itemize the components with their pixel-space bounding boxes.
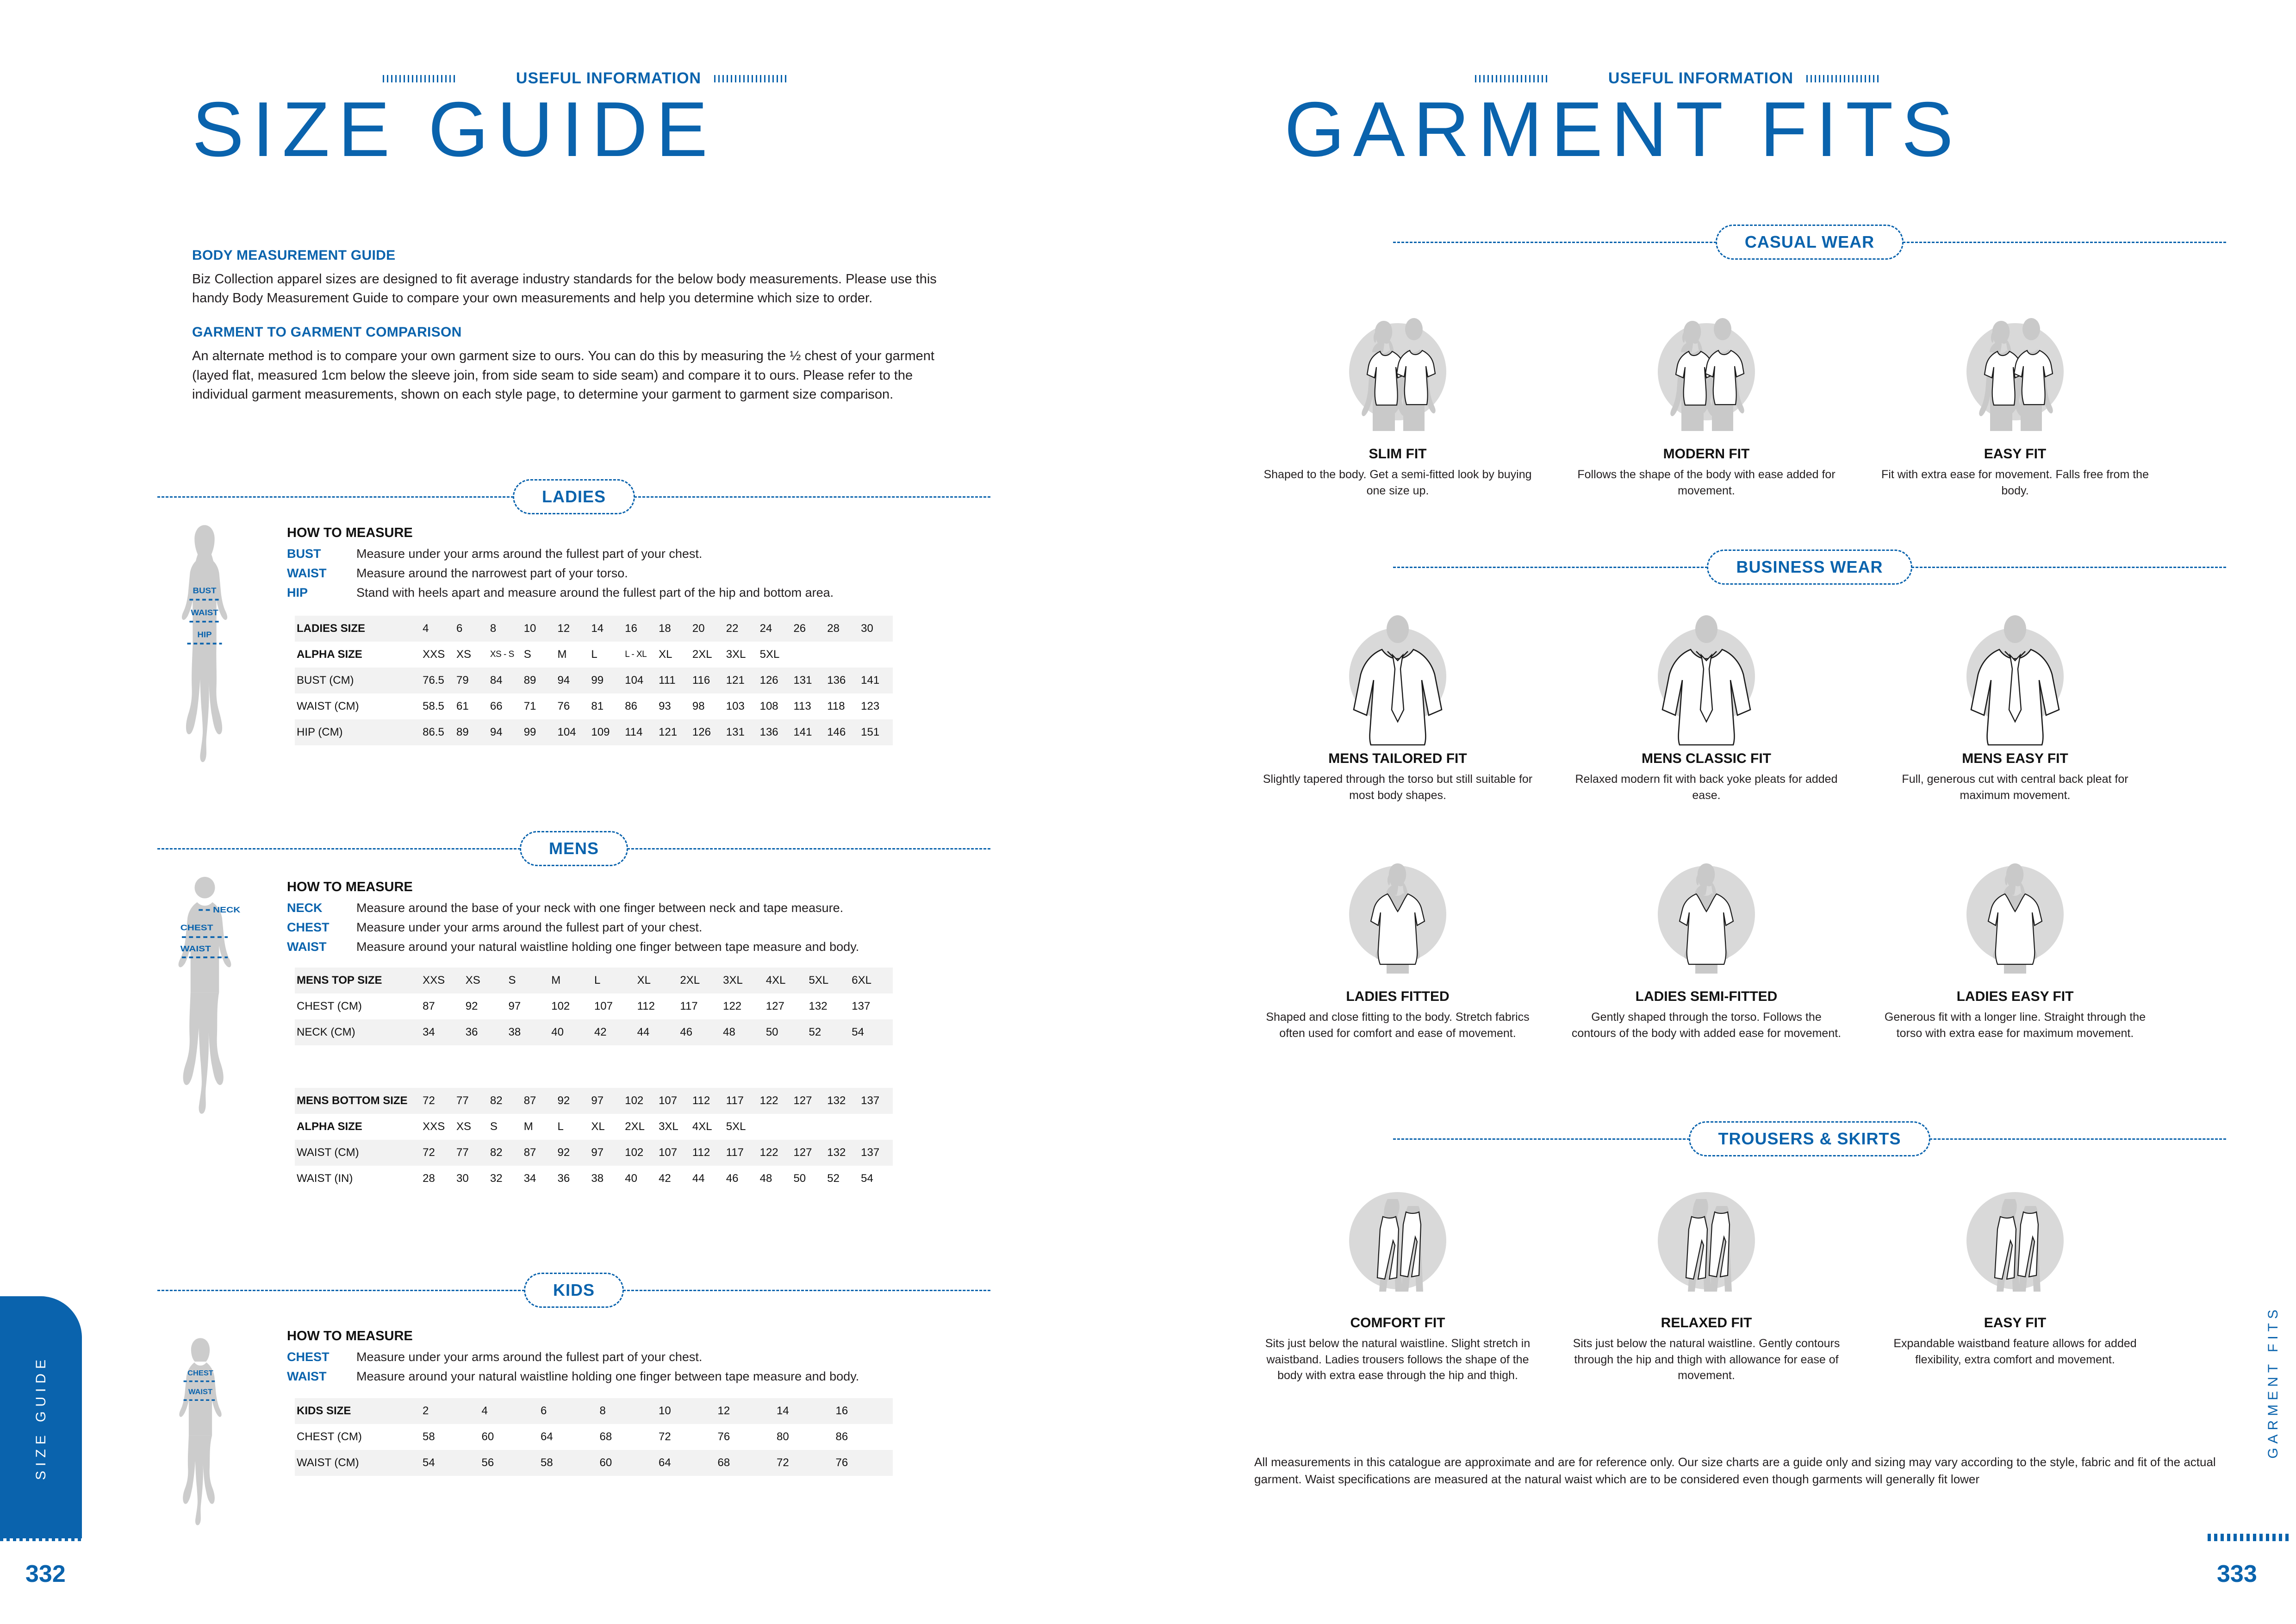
svg-text:HIP: HIP <box>197 630 212 639</box>
svg-text:BUST: BUST <box>193 586 216 595</box>
svg-text:NECK: NECK <box>213 906 240 915</box>
svg-text:WAIST: WAIST <box>188 1388 212 1396</box>
svg-text:CHEST: CHEST <box>180 923 213 932</box>
svg-text:CHEST: CHEST <box>187 1369 213 1377</box>
svg-text:WAIST: WAIST <box>191 608 218 617</box>
svg-text:WAIST: WAIST <box>180 944 211 953</box>
